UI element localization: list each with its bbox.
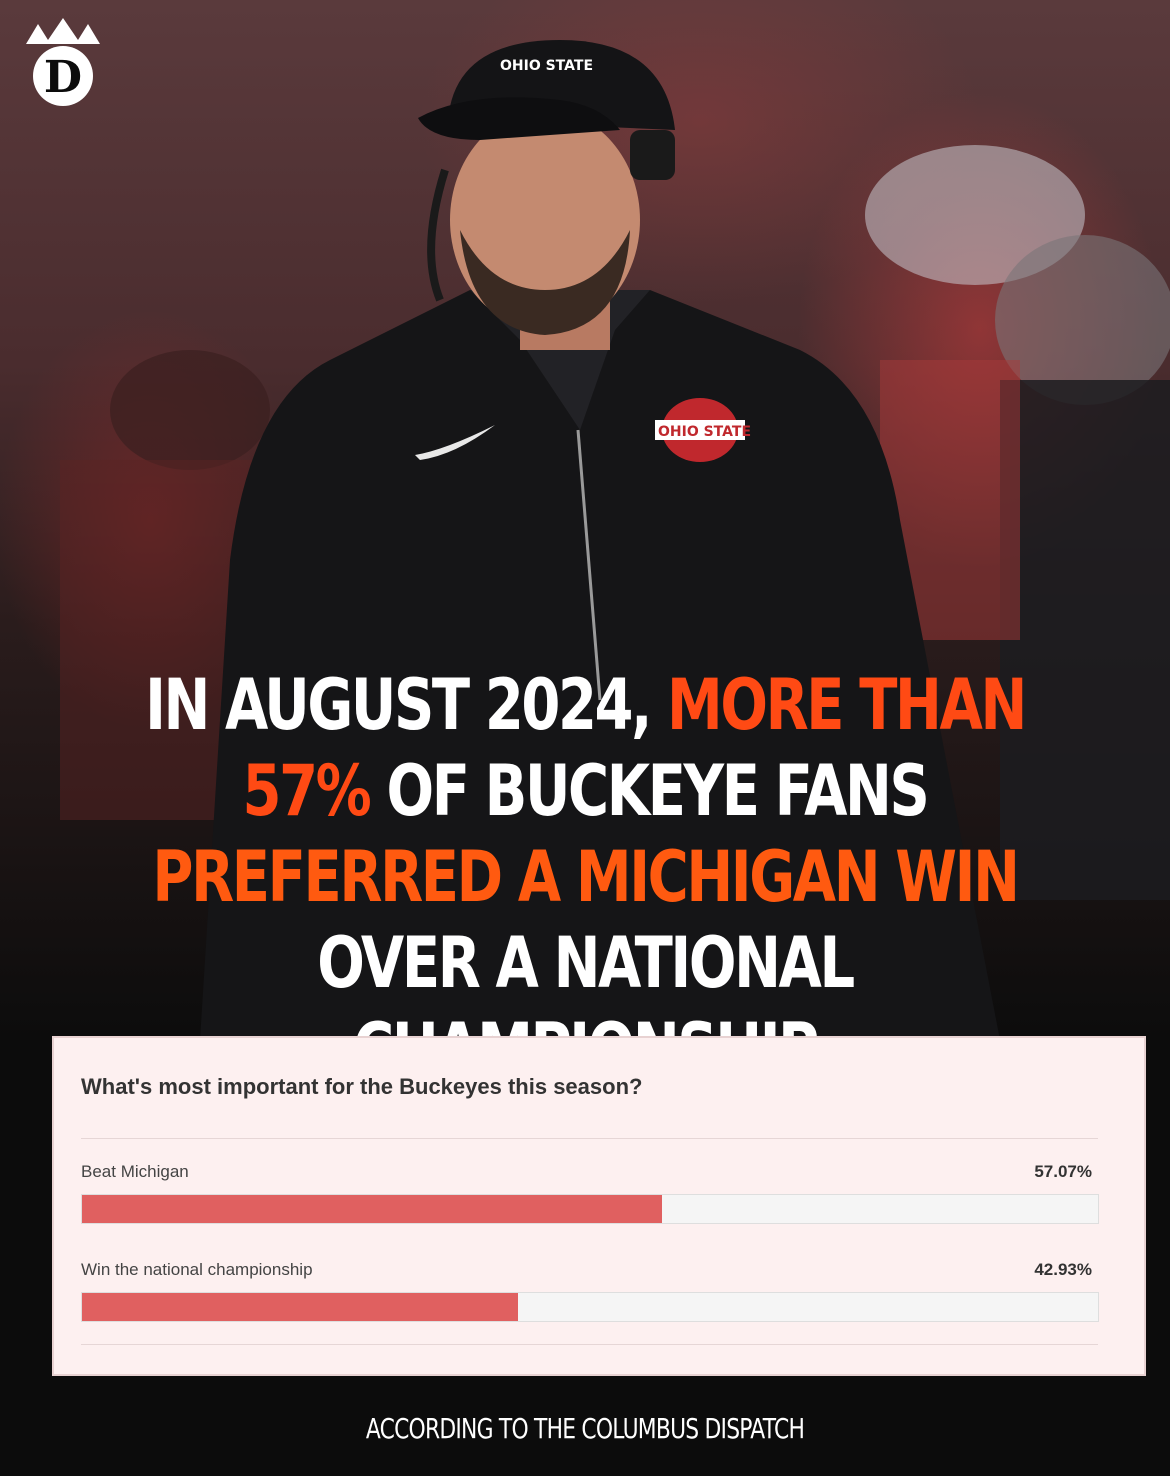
headline-line-1: IN AUGUST 2024, MORE THAN: [117, 662, 1053, 748]
jacket-logo-text: OHIO STATE: [658, 424, 751, 440]
poll-option-bar-fill: [82, 1293, 519, 1321]
poll-card: What's most important for the Buckeyes t…: [52, 1036, 1146, 1376]
poll-option-bar-fill: [82, 1195, 662, 1223]
poll-option-percent: 57.07%: [1034, 1162, 1092, 1181]
poll-option-bar: [81, 1292, 1099, 1322]
headline-white-text: IN AUGUST 2024,: [145, 664, 652, 746]
headline-line-2: 57% OF BUCKEYE FANS: [117, 748, 1053, 834]
svg-text:D: D: [44, 52, 82, 103]
headline: IN AUGUST 2024, MORE THAN 57% OF BUCKEYE…: [117, 662, 1053, 1092]
headline-line-3: PREFERRED A MICHIGAN WIN: [117, 834, 1053, 920]
poll-option-label: Win the national championship: [81, 1260, 313, 1279]
poll-option-bar: [81, 1194, 1099, 1224]
headline-orange-text: PREFERRED A MICHIGAN WIN: [152, 836, 1020, 918]
divider: [81, 1138, 1098, 1139]
headline-orange-text: 57%: [242, 750, 372, 832]
coach-photo: OHIO STATE OHIO STATE: [0, 0, 1170, 1040]
poll-question: What's most important for the Buckeyes t…: [81, 1074, 643, 1099]
headline-white-text: OF BUCKEYE FANS: [386, 750, 930, 832]
crown-d-logo-icon: D: [26, 18, 100, 106]
cap-logo-text: OHIO STATE: [500, 58, 593, 74]
coach-illustration: OHIO STATE OHIO STATE: [60, 58, 1170, 1040]
source-credit: ACCORDING TO THE COLUMBUS DISPATCH: [365, 1412, 805, 1445]
headline-orange-text: MORE THAN: [667, 664, 1027, 746]
poll-option-label: Beat Michigan: [81, 1162, 189, 1181]
divider: [81, 1344, 1098, 1345]
poll-option-percent: 42.93%: [1034, 1260, 1092, 1279]
